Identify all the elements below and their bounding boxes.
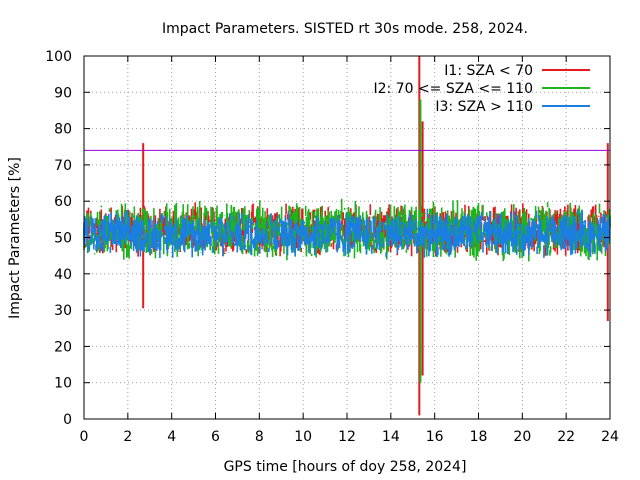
y-tick-label: 0 xyxy=(63,412,72,428)
legend-label-i2: I2: 70 <= SZA <= 110 xyxy=(373,81,533,97)
grid-lines xyxy=(84,56,610,419)
x-tick-label: 12 xyxy=(338,429,356,445)
y-tick-label: 10 xyxy=(54,376,72,392)
y-tick-label: 50 xyxy=(54,231,72,247)
legend: I1: SZA < 70 I2: 70 <= SZA <= 110 I3: SZ… xyxy=(373,63,590,115)
y-tick-label: 100 xyxy=(45,49,72,65)
y-tick-label: 80 xyxy=(54,122,72,138)
data-series-layer xyxy=(83,56,611,416)
x-axis-label: GPS time [hours of doy 258, 2024] xyxy=(224,459,467,475)
x-tick-label: 2 xyxy=(123,429,132,445)
x-tick-label: 20 xyxy=(513,429,531,445)
x-tick-label: 0 xyxy=(80,429,89,445)
x-tick-label: 8 xyxy=(255,429,264,445)
y-tick-label: 90 xyxy=(54,85,72,101)
x-tick-label: 10 xyxy=(294,429,312,445)
y-tick-label: 40 xyxy=(54,267,72,283)
x-tick-label: 14 xyxy=(382,429,400,445)
y-tick-label: 70 xyxy=(54,158,72,174)
y-axis-label: Impact Parameters [%] xyxy=(7,157,23,319)
legend-label-i3: I3: SZA > 110 xyxy=(435,99,533,115)
x-tick-label: 24 xyxy=(601,429,619,445)
x-tick-label: 18 xyxy=(470,429,488,445)
x-tick-label: 22 xyxy=(557,429,575,445)
axis-ticks: 0 2 4 6 8 10 12 14 16 18 20 22 240102030405060708090… xyxy=(45,49,619,445)
y-tick-label: 30 xyxy=(54,303,72,319)
x-tick-label: 16 xyxy=(426,429,444,445)
x-tick-label: 6 xyxy=(211,429,220,445)
y-tick-label: 60 xyxy=(54,194,72,210)
legend-label-i1: I1: SZA < 70 xyxy=(444,63,533,79)
x-tick-label: 4 xyxy=(167,429,176,445)
y-tick-label: 20 xyxy=(54,339,72,355)
chart-title: Impact Parameters. SISTED rt 30s mode. 2… xyxy=(162,21,528,37)
